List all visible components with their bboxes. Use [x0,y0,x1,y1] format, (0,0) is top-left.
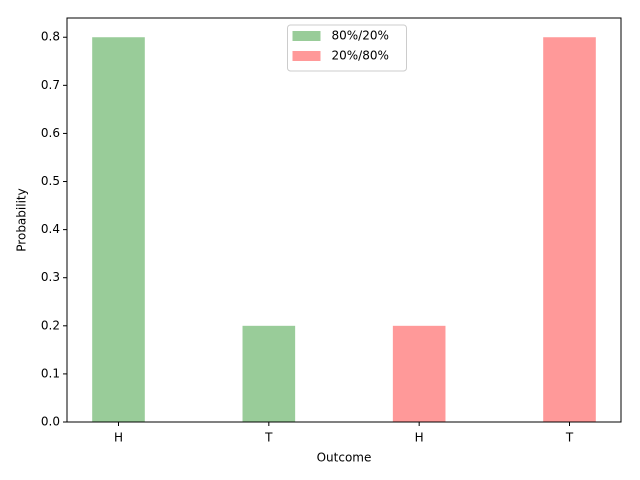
x-tick-label: T [264,431,273,445]
y-tick-label: 0.3 [41,270,60,284]
legend-swatch [292,31,321,41]
y-tick-label: 0.1 [41,366,60,380]
plot-frame [66,17,622,423]
x-axis-label: Outcome [317,451,372,465]
legend-label: 80%/20% [332,29,389,43]
x-tick-label: H [114,431,123,445]
bar [242,325,296,422]
x-tick-label: H [415,431,424,445]
bar [543,37,596,422]
y-tick-label: 0.6 [41,126,60,140]
legend-label: 20%/80% [332,49,389,63]
y-axis-label: Probability [15,188,29,251]
bar [392,325,446,422]
y-tick-label: 0.7 [41,78,60,92]
y-tick-label: 0.2 [41,318,60,332]
legend-swatch [292,51,321,61]
bar [92,37,145,422]
y-tick-label: 0.4 [41,222,60,236]
y-tick-label: 0.5 [41,174,60,188]
x-tick-label: T [565,431,574,445]
y-tick-label: 0.8 [41,30,60,44]
y-tick-label: 0.0 [41,415,60,429]
